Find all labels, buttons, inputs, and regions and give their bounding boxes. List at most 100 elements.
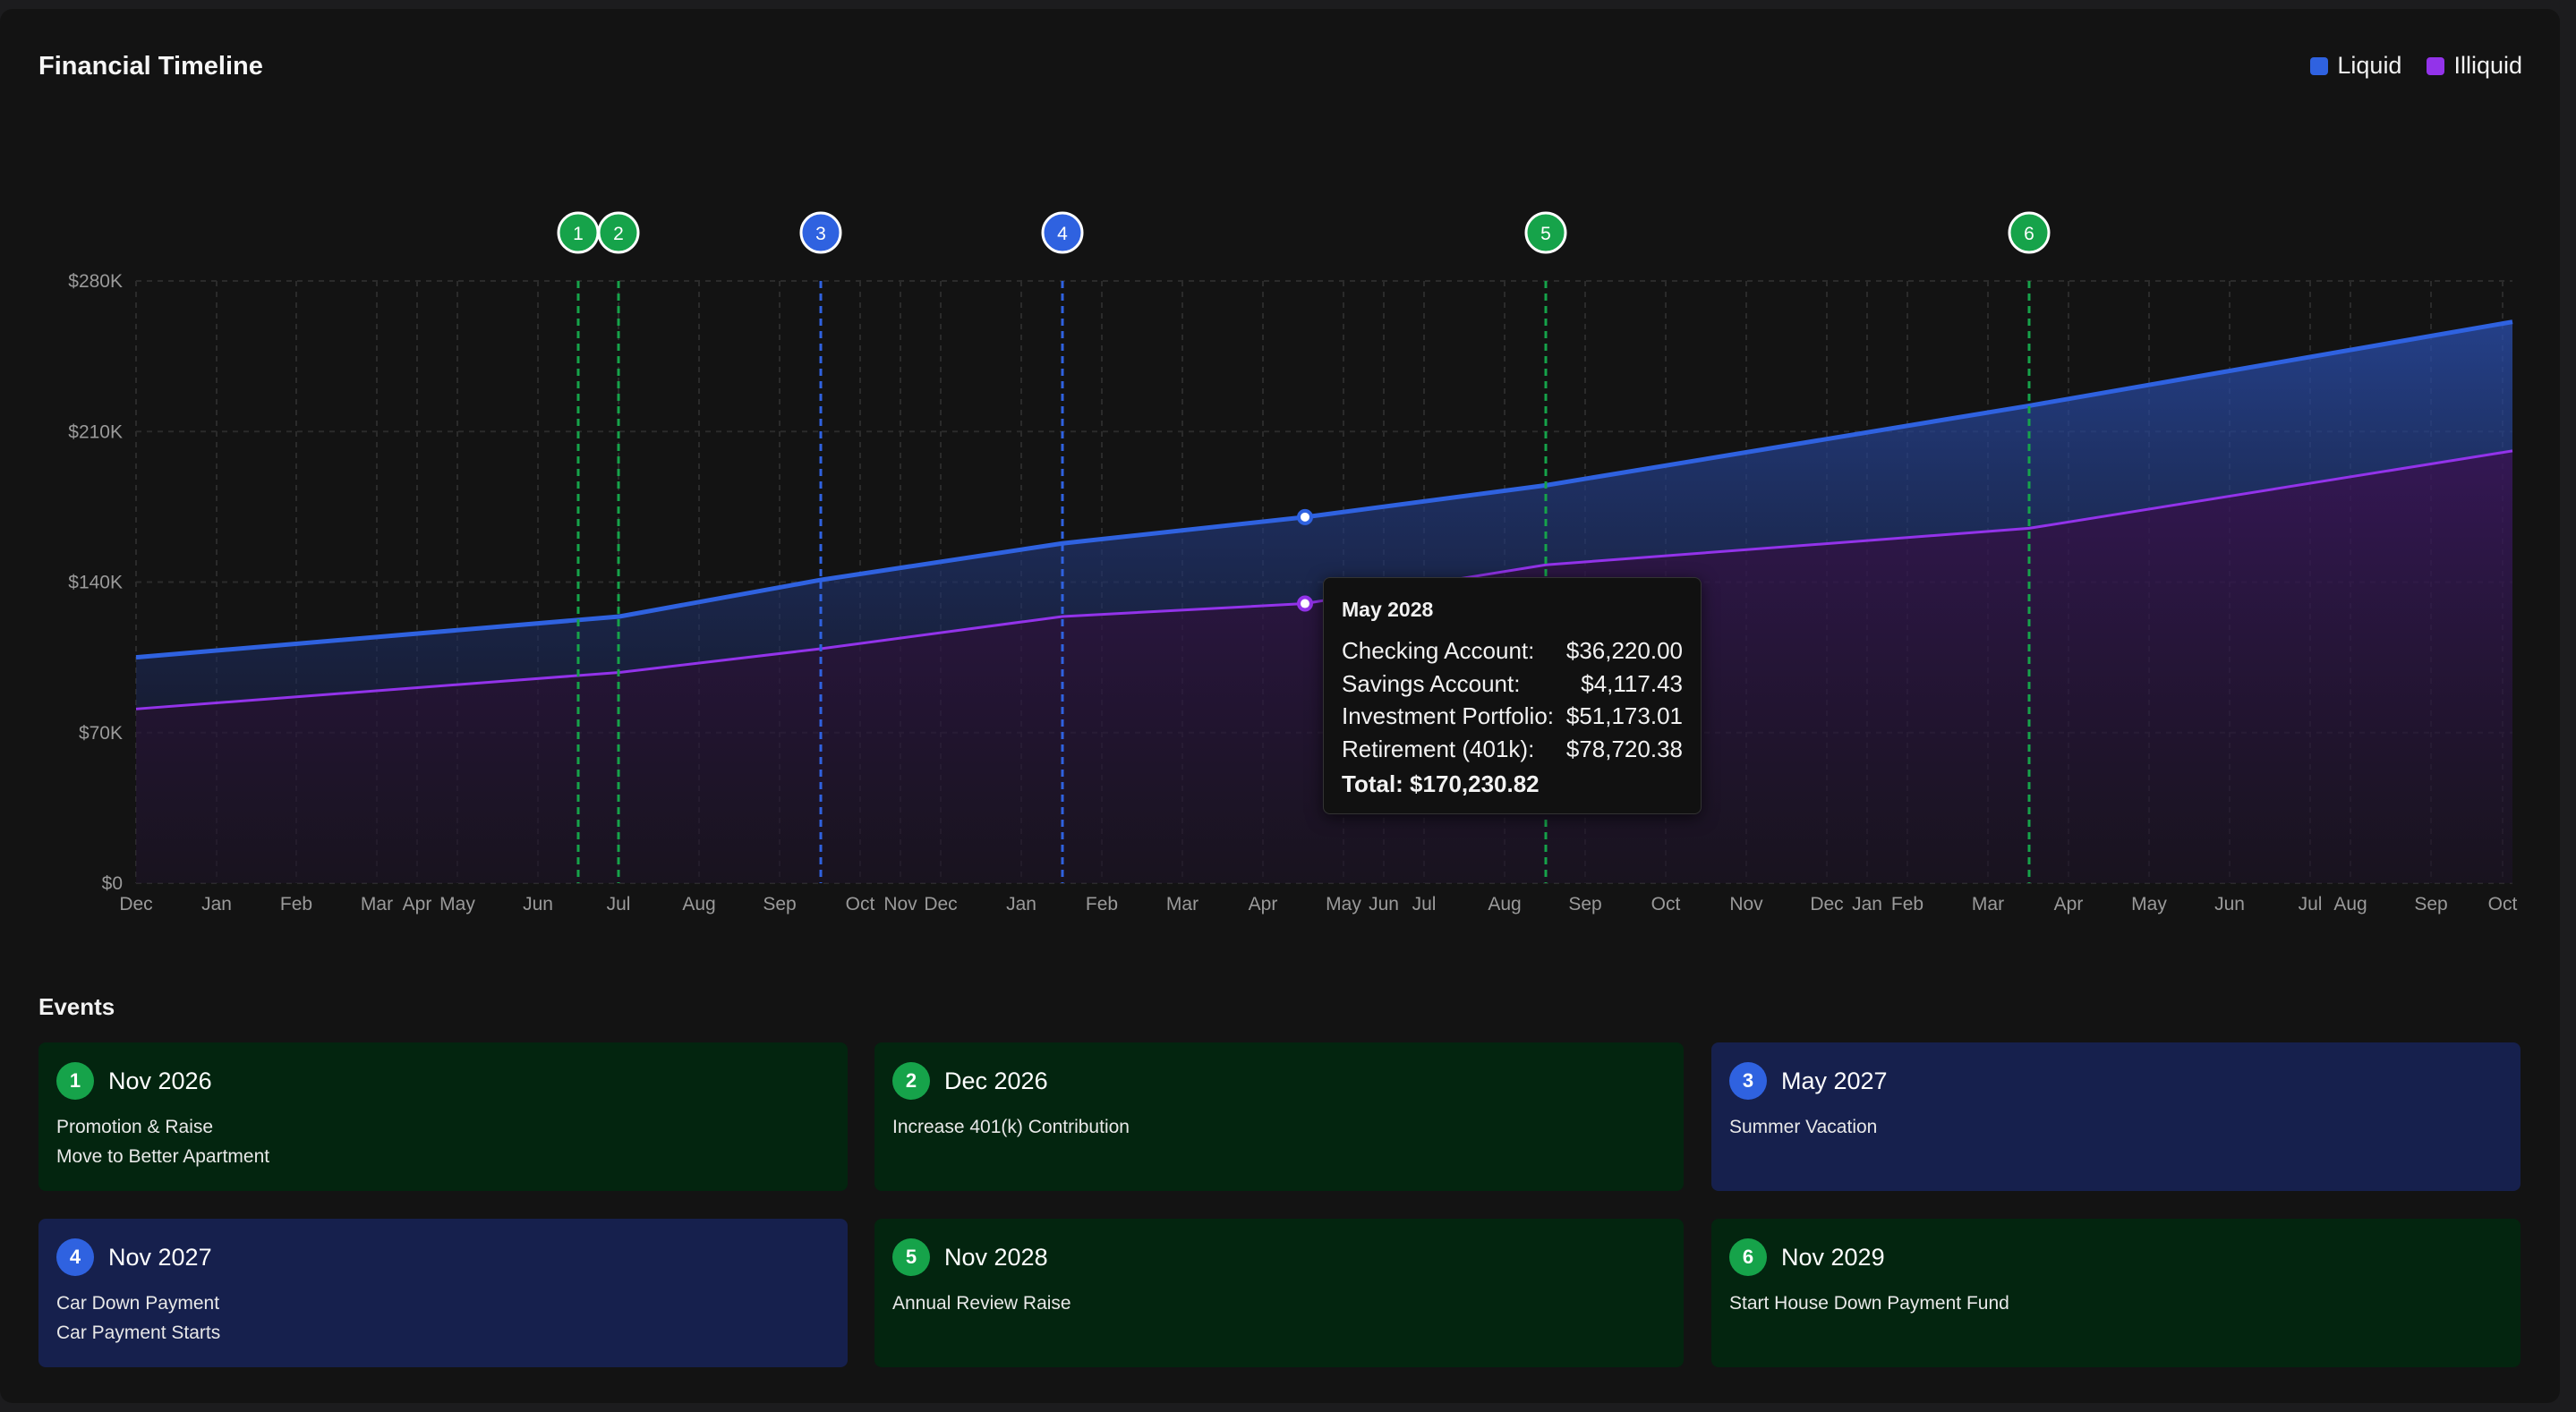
x-tick-label: Aug [2333,894,2367,914]
event-date: Nov 2027 [108,1243,212,1271]
event-marker-number: 6 [2024,224,2034,244]
legend-swatch-illiquid [2427,56,2445,75]
x-tick-label: Dec [1810,894,1843,914]
x-tick-label: Feb [280,894,312,914]
event-badge: 2 [892,1062,930,1100]
event-line: Summer Vacation [1729,1117,1878,1137]
tooltip-row: Retirement (401k): $78,720.38 [1342,733,1683,766]
event-marker-circle [2008,211,2051,254]
event-date: Nov 2028 [944,1243,1048,1271]
x-tick-label: Nov [1729,894,1763,914]
legend-item-liquid[interactable]: Liquid [2310,52,2401,80]
event-card[interactable]: 1 Nov 2026 Promotion & Raise Move to Better… [38,1042,848,1191]
event-line: Promotion & Raise [56,1117,214,1137]
x-tick-label: Apr [403,894,432,914]
event-date: Nov 2026 [108,1067,212,1094]
event-card[interactable]: 4 Nov 2027 Car Down Payment Car Payment Sta… [38,1219,848,1367]
x-tick-label: Sep [763,894,796,914]
event-marker-2[interactable]: 2 [597,211,640,254]
tooltip-value: $51,173.01 [1565,702,1683,729]
x-tick-label: Nov [883,894,917,914]
event-description: Summer Vacation [1729,1112,2521,1142]
event-description: Increase 401(k) Contribution [892,1112,1684,1142]
event-marker-3[interactable]: 3 [799,211,842,254]
event-header: 1 Nov 2026 [56,1062,848,1100]
event-marker-circle [1041,211,1084,254]
x-tick-label: Apr [2054,894,2084,914]
event-card[interactable]: 5 Nov 2028 Annual Review Raise [874,1219,1684,1367]
hover-points [1297,508,1313,612]
event-line: Increase 401(k) Contribution [892,1117,1130,1137]
event-line: Car Payment Starts [56,1323,221,1343]
events-heading: Events [38,993,115,1020]
x-tick-label: Feb [1891,894,1923,914]
chart-axes: Dec Jan Feb Mar Apr May Jun Jul Aug Sep Oct Nov Dec J… [68,271,2517,914]
event-header: 6 Nov 2029 [1729,1238,2521,1276]
event-card[interactable]: 3 May 2027 Summer Vacation [1711,1042,2521,1191]
event-badge: 5 [892,1238,930,1276]
x-tick-label: Jul [2299,894,2323,914]
x-tick-label: May [2131,894,2167,914]
y-tick-label: $70K [79,723,123,744]
x-tick-label: Oct [846,894,875,914]
event-line: Car Down Payment [56,1293,220,1314]
event-marker-circle [1524,211,1567,254]
event-line: Move to Better Apartment [56,1146,270,1167]
event-marker-6[interactable]: 6 [2008,211,2051,254]
x-tick-label: May [439,894,475,914]
hover-point-illiquid [1297,595,1313,612]
event-marker-number: 2 [613,224,624,244]
event-marker-number: 4 [1057,224,1068,244]
x-tick-label: Oct [2488,894,2518,914]
tooltip-row: Savings Account: $4,117.43 [1342,668,1683,701]
event-card[interactable]: 2 Dec 2026 Increase 401(k) Contribution [874,1042,1684,1191]
event-description: Start House Down Payment Fund [1729,1289,2521,1318]
hover-point-liquid [1297,508,1313,525]
x-tick-label: Aug [682,894,715,914]
x-tick-label: Jun [2214,894,2245,914]
y-tick-label: $140K [68,573,123,593]
tooltip-value: $36,220.00 [1565,637,1683,664]
legend-item-illiquid[interactable]: Illiquid [2427,52,2522,80]
event-header: 3 May 2027 [1729,1062,2521,1100]
tooltip-label: Retirement (401k): [1342,735,1535,762]
event-header: 4 Nov 2027 [56,1238,848,1276]
event-badge: 6 [1729,1238,1767,1276]
event-description: Promotion & Raise Move to Better Apartmen… [56,1112,848,1171]
tooltip-title: May 2028 [1342,598,1434,621]
y-tick-label: $280K [68,271,123,292]
event-description: Car Down Payment Car Payment Starts [56,1289,848,1348]
tooltip-row: Checking Account: $36,220.00 [1342,634,1683,668]
event-marker-number: 1 [573,224,584,244]
event-marker-1[interactable]: 1 [557,211,600,254]
x-tick-label: Jan [1852,894,1882,914]
tooltip-label: Investment Portfolio: [1342,702,1554,729]
tooltip-value: $78,720.38 [1565,735,1683,762]
legend-label: Liquid [2337,52,2402,79]
legend-label: Illiquid [2453,52,2522,79]
event-marker-number: 5 [1540,224,1551,244]
event-card[interactable]: 6 Nov 2029 Start House Down Payment Fund [1711,1219,2521,1367]
event-marker-5[interactable]: 5 [1524,211,1567,254]
event-badge: 3 [1729,1062,1767,1100]
tooltip-label: Checking Account: [1342,637,1535,664]
legend-swatch-liquid [2310,56,2329,75]
chart-tooltip: May 2028 Checking Account: $36,220.00 Sa… [1323,577,1702,814]
event-marker-4[interactable]: 4 [1041,211,1084,254]
timeline-chart[interactable]: Dec Jan Feb Mar Apr May Jun Jul Aug Sep Oct Nov Dec J… [0,0,2576,984]
event-line: Start House Down Payment Fund [1729,1293,2009,1314]
x-tick-label: Jun [523,894,553,914]
event-marker-circle [597,211,640,254]
x-tick-label: May [1326,894,1361,914]
event-date: Dec 2026 [944,1067,1048,1094]
event-marker-circle [799,211,842,254]
x-tick-label: Oct [1651,894,1681,914]
event-badge: 4 [56,1238,94,1276]
x-tick-label: Mar [1166,894,1198,914]
event-header: 5 Nov 2028 [892,1238,1684,1276]
x-tick-label: Sep [1568,894,1601,914]
x-tick-label: Dec [924,894,957,914]
x-tick-label: Sep [2414,894,2447,914]
event-header: 2 Dec 2026 [892,1062,1684,1100]
x-tick-label: Dec [119,894,152,914]
